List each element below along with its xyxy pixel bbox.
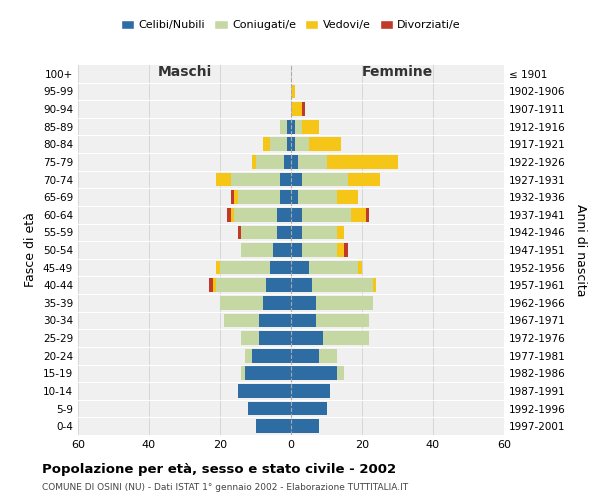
Bar [227,208,230,222]
Bar [291,155,298,169]
Bar [309,260,358,274]
Bar [291,190,298,204]
Bar [319,349,337,362]
Bar [291,331,323,345]
Bar [291,420,319,433]
Bar [270,260,291,274]
Bar [234,190,238,204]
Bar [309,138,341,151]
Bar [209,278,213,292]
Bar [291,384,330,398]
Bar [344,243,348,257]
Bar [230,208,234,222]
Bar [238,190,280,204]
Bar [316,314,369,328]
Bar [217,172,230,186]
Bar [291,278,313,292]
Bar [291,226,302,239]
Bar [238,226,241,239]
Bar [291,138,295,151]
Bar [358,260,362,274]
Bar [259,314,291,328]
Bar [302,102,305,116]
Bar [302,120,319,134]
Text: COMUNE DI OSINI (NU) - Dati ISTAT 1° gennaio 2002 - Elaborazione TUTTITALIA.IT: COMUNE DI OSINI (NU) - Dati ISTAT 1° gen… [42,482,408,492]
Bar [256,420,291,433]
Bar [220,260,270,274]
Bar [263,138,270,151]
Bar [295,138,309,151]
Bar [291,314,316,328]
Text: Popolazione per età, sesso e stato civile - 2002: Popolazione per età, sesso e stato civil… [42,462,396,475]
Bar [291,349,319,362]
Bar [252,349,291,362]
Bar [241,331,259,345]
Bar [217,278,266,292]
Bar [352,208,365,222]
Bar [348,172,380,186]
Bar [256,155,284,169]
Bar [277,226,291,239]
Bar [234,208,277,222]
Bar [337,226,344,239]
Bar [252,155,256,169]
Bar [259,331,291,345]
Bar [316,296,373,310]
Bar [241,243,273,257]
Bar [326,155,398,169]
Bar [337,190,358,204]
Bar [230,190,234,204]
Bar [280,120,287,134]
Bar [302,208,352,222]
Bar [241,226,277,239]
Legend: Celibi/Nubili, Coniugati/e, Vedovi/e, Divorziati/e: Celibi/Nubili, Coniugati/e, Vedovi/e, Di… [116,15,466,34]
Bar [248,402,291,415]
Bar [291,296,316,310]
Bar [298,190,337,204]
Bar [291,84,295,98]
Bar [263,296,291,310]
Bar [323,331,369,345]
Bar [313,278,373,292]
Text: Femmine: Femmine [362,65,433,79]
Bar [284,155,291,169]
Bar [291,120,295,134]
Bar [277,208,291,222]
Bar [291,172,302,186]
Bar [241,366,245,380]
Y-axis label: Fasce di età: Fasce di età [25,212,37,288]
Bar [213,278,217,292]
Bar [302,226,337,239]
Bar [302,243,337,257]
Bar [238,384,291,398]
Bar [298,155,326,169]
Bar [230,172,280,186]
Bar [273,243,291,257]
Bar [291,208,302,222]
Bar [365,208,369,222]
Text: Maschi: Maschi [157,65,212,79]
Bar [280,172,291,186]
Bar [280,190,291,204]
Bar [224,314,259,328]
Y-axis label: Anni di nascita: Anni di nascita [574,204,587,296]
Bar [291,366,337,380]
Bar [291,102,302,116]
Bar [291,243,302,257]
Bar [220,296,263,310]
Bar [217,260,220,274]
Bar [295,120,302,134]
Bar [291,402,326,415]
Bar [245,349,252,362]
Bar [287,138,291,151]
Bar [302,172,348,186]
Bar [287,120,291,134]
Bar [373,278,376,292]
Bar [337,366,344,380]
Bar [270,138,287,151]
Bar [245,366,291,380]
Bar [337,243,344,257]
Bar [266,278,291,292]
Bar [291,260,309,274]
